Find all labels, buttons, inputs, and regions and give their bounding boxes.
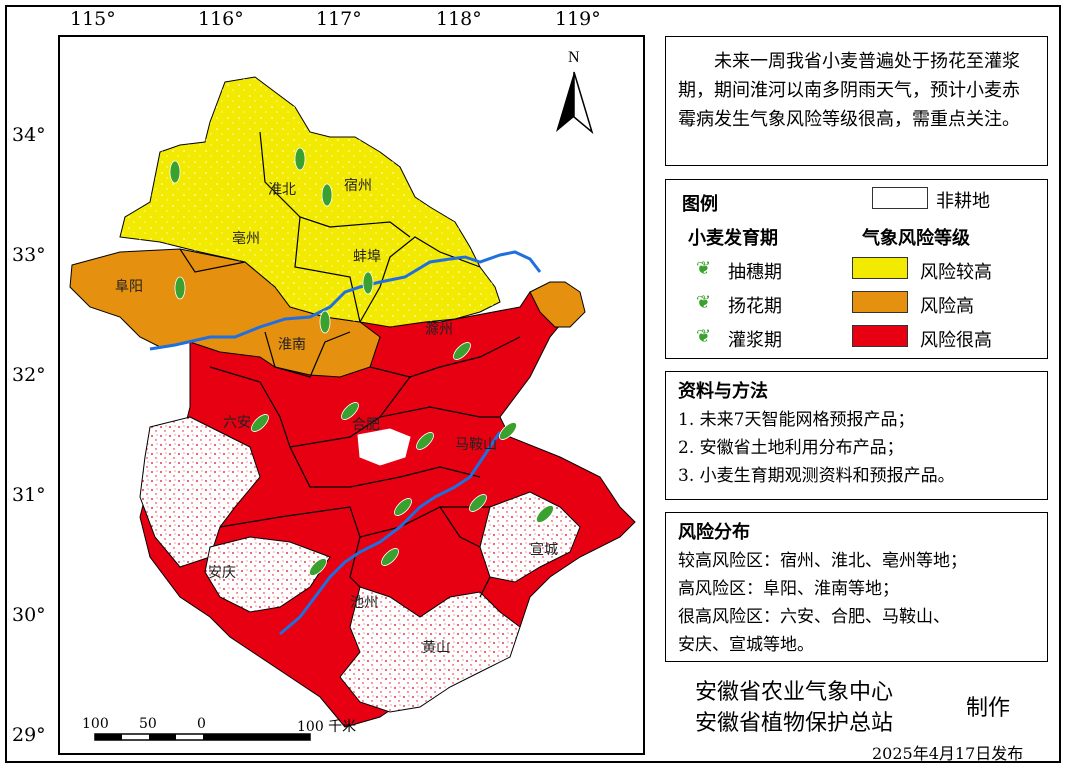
scale-label-0: 0 xyxy=(197,716,206,732)
lon-label-117: 117° xyxy=(316,8,362,30)
wheat-icon xyxy=(453,342,471,360)
legend-title: 图例 xyxy=(682,194,718,215)
lake-chaohu xyxy=(357,428,411,466)
publish-date: 2025年4月17日发布 xyxy=(872,744,1024,763)
north-arrow-icon: N xyxy=(556,49,594,135)
risk-distribution-panel: 风险分布 较高风险区：宿州、淮北、亳州等地； 高风险区：阜阳、淮南等地； 很高风… xyxy=(665,512,1048,662)
distribution-line: 很高风险区：六安、合肥、马鞍山、 xyxy=(678,607,950,627)
distribution-line: 高风险区：阜阳、淮南等地； xyxy=(678,579,899,599)
scale-label-100km: 100 千米 xyxy=(297,719,357,735)
legend-non-farm-label: 非耕地 xyxy=(936,191,990,212)
org-meteorology-center: 安徽省农业气象中心 xyxy=(695,680,894,705)
scale-label-100: 100 xyxy=(82,716,109,732)
svg-text:N: N xyxy=(568,49,580,66)
legend-swatch-risk-very-high xyxy=(852,325,908,347)
wheat-icons xyxy=(169,147,554,576)
anhui-map: 淮北 宿州 亳州 蚌埠 阜阳 淮南 滁州 六安 合肥 马鞍山 安庆 池州 宣城 … xyxy=(69,49,636,741)
wheat-icon xyxy=(381,548,399,566)
city-label-bengbu: 蚌埠 xyxy=(353,248,381,265)
distribution-title: 风险分布 xyxy=(678,522,750,543)
city-label-anqing: 安庆 xyxy=(208,565,236,581)
legend-stage-title: 小麦发育期 xyxy=(688,228,778,249)
org-plant-protection: 安徽省植物保护总站 xyxy=(695,711,894,736)
city-label-chizhou: 池州 xyxy=(350,595,378,611)
wheat-icon xyxy=(362,271,374,295)
methods-panel: 资料与方法 1. 未来7天智能网格预报产品； 2. 安徽省土地利用分布产品； 3… xyxy=(665,371,1048,500)
legend-swatch-risk-higher xyxy=(852,257,908,279)
city-label-luan: 六安 xyxy=(223,415,251,431)
lat-label-33: 33° xyxy=(12,244,46,266)
distribution-line: 较高风险区：宿州、淮北、亳州等地； xyxy=(678,551,967,571)
legend-stage-flowering: 扬花期 xyxy=(728,296,782,317)
scale-bar xyxy=(94,733,311,741)
wheat-icon xyxy=(319,310,331,334)
wheat-icon xyxy=(169,160,181,184)
scale-label-50: 50 xyxy=(139,716,157,732)
legend-risk-high: 风险高 xyxy=(920,296,974,317)
wheat-icon xyxy=(294,147,306,171)
region-non-farm-south xyxy=(204,536,331,613)
region-non-farm-southeast xyxy=(339,586,521,713)
filling-stage-icon: ❦ xyxy=(696,326,712,347)
city-label-maanshan: 马鞍山 xyxy=(455,437,497,453)
legend: 图例 非耕地 小麦发育期 气象风险等级 ❦ 抽穗期 ❦ 扬花期 ❦ 灌浆期 风险… xyxy=(665,179,1048,359)
wheat-icon xyxy=(174,276,186,300)
methods-title: 资料与方法 xyxy=(678,381,768,402)
legend-risk-higher: 风险较高 xyxy=(920,262,992,283)
city-label-xuancheng: 宣城 xyxy=(530,542,558,558)
lat-label-32: 32° xyxy=(12,364,46,386)
city-label-huaibei: 淮北 xyxy=(268,182,296,198)
wheat-icon xyxy=(321,183,333,207)
region-high-risk-east xyxy=(529,281,586,328)
legend-risk-very-high: 风险很高 xyxy=(920,330,992,351)
legend-swatch-non-farm xyxy=(872,187,928,209)
city-label-huangshan: 黄山 xyxy=(422,639,450,656)
wheat-icon xyxy=(251,414,269,432)
legend-risk-title: 气象风险等级 xyxy=(862,228,970,249)
city-label-hefei: 合肥 xyxy=(352,417,380,433)
methods-item: 1. 未来7天智能网格预报产品； xyxy=(678,410,915,430)
wheat-icon xyxy=(309,558,327,576)
lat-label-34: 34° xyxy=(12,124,46,146)
outer-frame xyxy=(5,5,1061,763)
methods-item: 2. 安徽省土地利用分布产品； xyxy=(678,438,904,458)
lon-label-118: 118° xyxy=(436,8,482,30)
wheat-icon xyxy=(499,422,517,440)
wheat-icon xyxy=(394,498,412,516)
city-boundaries xyxy=(179,131,521,598)
wheat-icon xyxy=(416,432,434,450)
heading-stage-icon: ❦ xyxy=(696,258,712,279)
region-non-farm-east xyxy=(479,491,581,583)
lon-label-116: 116° xyxy=(198,8,244,30)
legend-swatch-risk-high xyxy=(852,291,908,313)
made-by-label: 制作 xyxy=(966,696,1011,721)
distribution-line: 安庆、宣城等地。 xyxy=(678,635,814,655)
lon-label-119: 119° xyxy=(555,8,601,30)
methods-item: 3. 小麦生育期观测资料和预报产品。 xyxy=(678,466,955,486)
city-label-fuyang: 阜阳 xyxy=(115,278,143,295)
legend-stage-heading: 抽穗期 xyxy=(728,262,782,283)
city-label-suzhou: 宿州 xyxy=(344,177,372,194)
lon-label-115: 115° xyxy=(70,8,116,30)
city-label-chuzhou: 滁州 xyxy=(425,322,453,338)
wheat-icon xyxy=(341,402,359,420)
city-label-huainan: 淮南 xyxy=(278,337,306,353)
wheat-icon xyxy=(469,494,487,512)
forecast-summary: 未来一周我省小麦普遍处于扬花至灌浆期，期间淮河以南多阴雨天气，预计小麦赤霉病发生… xyxy=(665,36,1048,166)
city-label-bozhou: 亳州 xyxy=(232,230,260,247)
legend-stage-filling: 灌浆期 xyxy=(728,330,782,351)
map-frame: 淮北 宿州 亳州 蚌埠 阜阳 淮南 滁州 六安 合肥 马鞍山 安庆 池州 宣城 … xyxy=(58,35,645,755)
region-higher-risk-speckle xyxy=(120,77,500,327)
flowering-stage-icon: ❦ xyxy=(696,292,712,313)
lat-label-31: 31° xyxy=(12,484,46,506)
lat-label-30: 30° xyxy=(12,604,46,626)
wheat-icon xyxy=(536,505,554,523)
lat-label-29: 29° xyxy=(12,724,46,746)
